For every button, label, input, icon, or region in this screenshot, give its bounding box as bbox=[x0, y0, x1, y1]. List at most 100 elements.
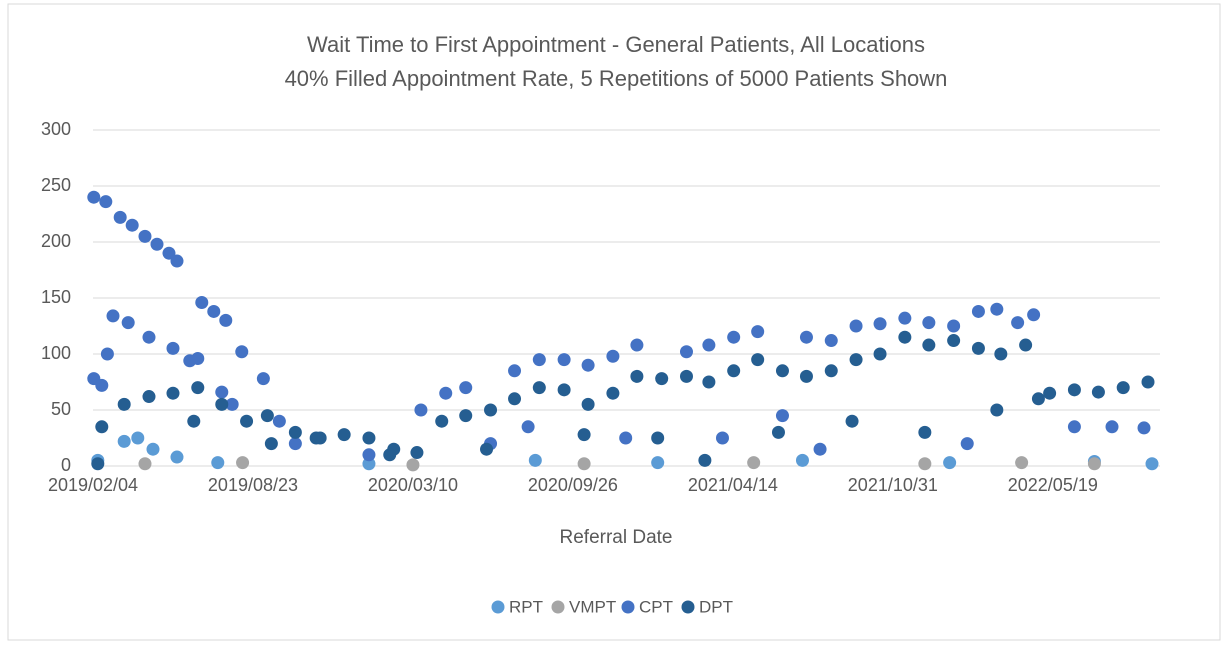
point bbox=[651, 431, 665, 445]
point bbox=[125, 218, 139, 232]
point bbox=[1137, 421, 1151, 435]
legend-marker bbox=[621, 600, 635, 614]
point bbox=[751, 353, 765, 367]
point bbox=[824, 334, 838, 348]
point bbox=[918, 457, 932, 471]
point bbox=[918, 425, 932, 439]
point bbox=[1015, 456, 1029, 470]
point bbox=[1011, 316, 1025, 330]
point bbox=[947, 334, 961, 348]
point bbox=[1091, 385, 1105, 399]
point bbox=[727, 330, 741, 344]
legend-marker bbox=[551, 600, 565, 614]
point bbox=[288, 425, 302, 439]
point bbox=[309, 431, 323, 445]
point bbox=[715, 431, 729, 445]
x-tick-label: 2020/03/10 bbox=[368, 475, 458, 495]
legend-label: CPT bbox=[639, 597, 673, 616]
point bbox=[480, 442, 494, 456]
point bbox=[528, 453, 542, 467]
point bbox=[138, 457, 152, 471]
legend-marker bbox=[491, 600, 505, 614]
point bbox=[508, 364, 522, 378]
point bbox=[630, 369, 644, 383]
point bbox=[235, 345, 249, 359]
point bbox=[990, 403, 1004, 417]
point bbox=[1105, 420, 1119, 434]
point bbox=[113, 210, 127, 224]
x-axis-label: Referral Date bbox=[560, 527, 673, 548]
point bbox=[131, 431, 145, 445]
point bbox=[195, 295, 209, 309]
legend-label: RPT bbox=[509, 597, 543, 616]
point bbox=[117, 397, 131, 411]
point bbox=[240, 414, 254, 428]
point bbox=[532, 381, 546, 395]
point bbox=[702, 375, 716, 389]
point bbox=[166, 341, 180, 355]
point bbox=[414, 403, 428, 417]
point bbox=[207, 304, 221, 318]
point bbox=[170, 254, 184, 268]
point bbox=[106, 309, 120, 323]
point bbox=[849, 319, 863, 333]
point bbox=[362, 457, 376, 471]
point bbox=[187, 414, 201, 428]
point bbox=[606, 349, 620, 363]
point bbox=[162, 246, 176, 260]
chart-subtitle: 40% Filled Appointment Rate, 5 Repetitio… bbox=[285, 66, 948, 91]
point bbox=[1087, 457, 1101, 471]
y-tick-label: 50 bbox=[51, 399, 71, 419]
point bbox=[87, 190, 101, 204]
point bbox=[337, 428, 351, 442]
point bbox=[459, 409, 473, 423]
point bbox=[849, 353, 863, 367]
point bbox=[698, 453, 712, 467]
point bbox=[142, 330, 156, 344]
point bbox=[288, 437, 302, 451]
point bbox=[775, 364, 789, 378]
point bbox=[655, 372, 669, 386]
point bbox=[508, 392, 522, 406]
point bbox=[1067, 420, 1081, 434]
point bbox=[947, 319, 961, 333]
point bbox=[971, 304, 985, 318]
point bbox=[484, 403, 498, 417]
x-tick-label: 2020/09/26 bbox=[528, 475, 618, 495]
point bbox=[191, 381, 205, 395]
point bbox=[99, 195, 113, 209]
point bbox=[557, 353, 571, 367]
point bbox=[845, 414, 859, 428]
chart-title: Wait Time to First Appointment - General… bbox=[307, 32, 925, 57]
point bbox=[994, 347, 1008, 361]
y-tick-label: 200 bbox=[41, 231, 71, 251]
point bbox=[1043, 386, 1057, 400]
y-tick-label: 0 bbox=[61, 455, 71, 475]
point bbox=[219, 313, 233, 327]
point bbox=[1027, 308, 1041, 322]
point bbox=[771, 425, 785, 439]
point bbox=[581, 358, 595, 372]
point bbox=[577, 428, 591, 442]
point bbox=[166, 386, 180, 400]
point bbox=[727, 364, 741, 378]
point bbox=[679, 369, 693, 383]
point bbox=[1067, 383, 1081, 397]
point bbox=[799, 330, 813, 344]
point bbox=[971, 341, 985, 355]
point bbox=[795, 453, 809, 467]
point bbox=[799, 369, 813, 383]
point bbox=[117, 434, 131, 448]
point bbox=[521, 420, 535, 434]
point bbox=[264, 437, 278, 451]
y-tick-label: 250 bbox=[41, 175, 71, 195]
point bbox=[95, 420, 109, 434]
point bbox=[898, 311, 912, 325]
point bbox=[138, 229, 152, 243]
legend-marker bbox=[681, 600, 695, 614]
point bbox=[813, 442, 827, 456]
legend-label: VMPT bbox=[569, 597, 616, 616]
y-tick-label: 300 bbox=[41, 119, 71, 139]
point bbox=[146, 442, 160, 456]
point bbox=[260, 409, 274, 423]
